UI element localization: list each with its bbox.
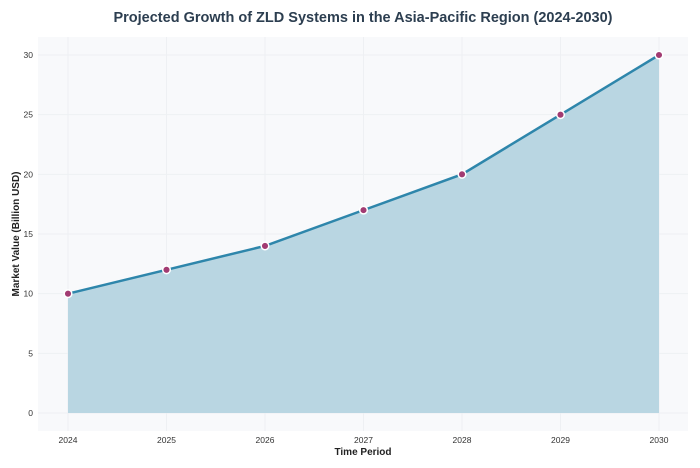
data-point-2028 — [457, 169, 467, 179]
data-point-2026 — [260, 241, 270, 251]
y-tick-labels: 0 5 10 15 20 25 30 — [24, 50, 34, 418]
x-tick-label: 2025 — [157, 435, 176, 445]
data-point-2025 — [161, 265, 172, 275]
x-tick-label: 2029 — [551, 435, 570, 445]
x-tick-label: 2028 — [453, 435, 472, 445]
y-tick-label: 30 — [24, 50, 34, 60]
data-point-2027 — [358, 205, 369, 215]
y-tick-label: 15 — [24, 229, 34, 239]
chart-title: Projected Growth of ZLD Systems in the A… — [113, 10, 612, 26]
x-axis-label: Time Period — [334, 447, 391, 458]
x-tick-label: 2027 — [354, 435, 373, 445]
y-axis-label: Market Value (Billion USD) — [11, 171, 22, 296]
y-tick-label: 25 — [24, 110, 34, 120]
data-point-2029 — [555, 110, 566, 120]
y-tick-label: 0 — [28, 408, 33, 418]
y-tick-label: 10 — [24, 289, 34, 299]
data-point-2030 — [654, 50, 664, 60]
x-tick-label: 2024 — [59, 435, 78, 445]
data-points — [63, 50, 664, 299]
y-tick-label: 5 — [28, 348, 33, 358]
y-tick-label: 20 — [24, 169, 34, 179]
data-point-2024 — [63, 289, 73, 299]
x-tick-label: 2026 — [256, 435, 275, 445]
x-tick-labels: 2024 2025 2026 2027 2028 2029 2030 — [59, 435, 669, 445]
x-tick-label: 2030 — [650, 435, 669, 445]
